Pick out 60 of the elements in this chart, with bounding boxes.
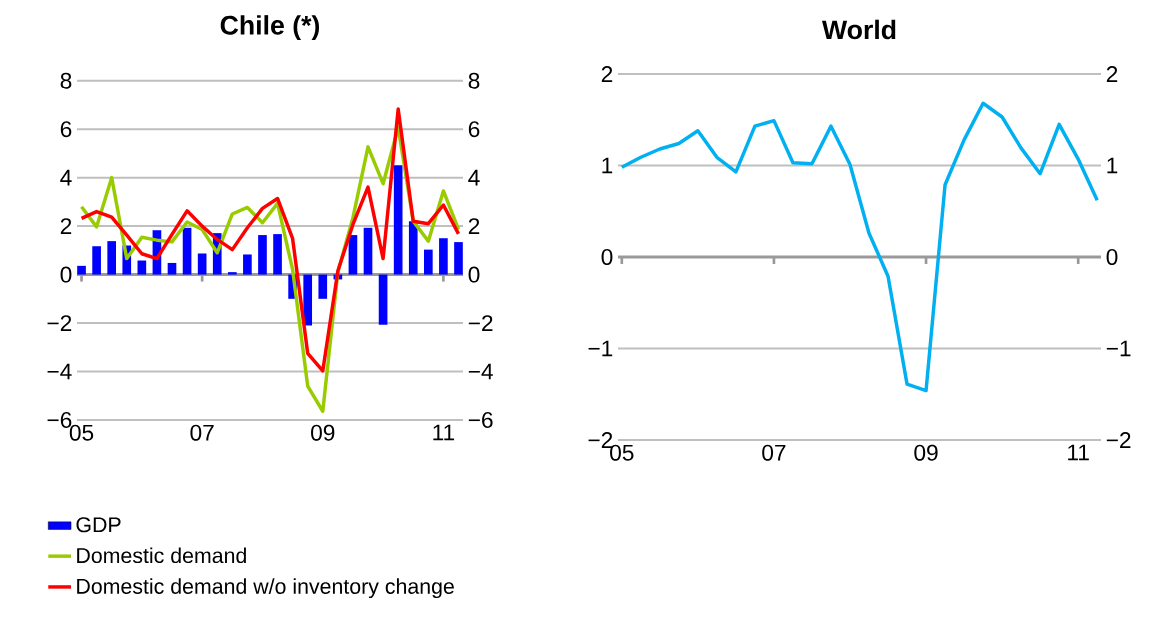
bar	[348, 235, 358, 275]
legend-label: Domestic demand w/o inventory change	[77, 578, 454, 599]
y-tick-label: −1	[588, 340, 613, 357]
legend-label: GDP	[76, 517, 121, 533]
y-tick-label: 0	[60, 266, 72, 283]
bar	[92, 246, 101, 275]
y2-tick-label: 1	[1107, 157, 1118, 174]
bar	[318, 274, 328, 299]
x-tick-label: 11	[433, 424, 455, 441]
line-series	[620, 101, 1099, 393]
y2-tick-label: 8	[468, 72, 480, 89]
bar	[197, 253, 207, 275]
y-tick-label: 8	[60, 72, 72, 89]
bar	[303, 274, 313, 326]
bar	[243, 254, 252, 275]
y-tick-label: 2	[60, 218, 72, 235]
bar	[167, 262, 177, 275]
chart-title: Chile (*)	[220, 15, 320, 40]
y-tick-label: 2	[601, 66, 613, 82]
y2-tick-label: 2	[468, 218, 480, 235]
y2-tick-label: −4	[468, 363, 493, 380]
y2-tick-label: 4	[468, 169, 480, 186]
x-tick-label: 07	[762, 444, 786, 461]
x-tick-label: 11	[1068, 444, 1089, 461]
y2-tick-label: 0	[468, 266, 480, 283]
bar	[182, 227, 192, 275]
x-tick-label: 09	[914, 444, 938, 461]
y2-tick-label: 2	[1106, 66, 1118, 82]
y2-tick-label: 0	[1106, 248, 1118, 266]
bar	[454, 242, 463, 275]
y-tick-label: 4	[60, 169, 72, 186]
bar	[77, 265, 86, 275]
bar	[423, 249, 433, 275]
x-tick-label: 09	[311, 424, 335, 441]
bar	[107, 241, 117, 275]
y2-tick-label: 6	[468, 121, 480, 138]
bar	[393, 165, 403, 275]
legend-label: Domestic demand	[77, 547, 246, 564]
bar	[273, 234, 282, 275]
line-series	[79, 107, 461, 373]
x-tick-label: 05	[610, 444, 634, 461]
y-tick-label: 0	[601, 248, 613, 266]
y-tick-label: 1	[602, 157, 613, 174]
y2-tick-label: −6	[468, 411, 493, 429]
y-tick-label: −2	[588, 432, 613, 448]
y-tick-label: −4	[47, 363, 72, 380]
bar	[258, 235, 267, 275]
y2-tick-label: −2	[468, 315, 493, 331]
y-tick-label: 6	[60, 121, 72, 138]
x-tick-label: 07	[190, 424, 214, 441]
y2-tick-label: −1	[1106, 340, 1131, 357]
y-tick-label: −2	[47, 315, 72, 331]
bar	[439, 238, 448, 275]
y2-tick-label: −2	[1106, 432, 1131, 448]
bar	[363, 227, 373, 275]
bar	[137, 260, 147, 275]
bar	[408, 221, 418, 275]
bar	[227, 272, 237, 275]
chart-title: World	[822, 19, 896, 40]
bar	[378, 274, 388, 325]
